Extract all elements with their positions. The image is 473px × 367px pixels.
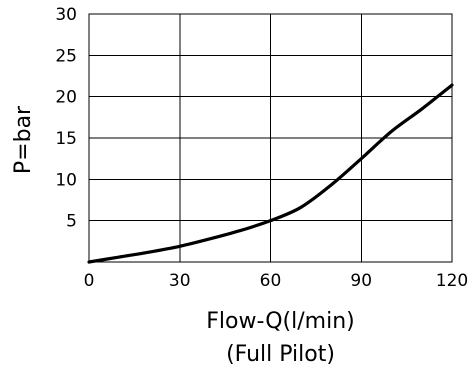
y-tick-labels: 5 10 15 20 25 30: [55, 5, 77, 232]
y-tick-label: 20: [55, 88, 77, 108]
x-tick-label: 60: [260, 271, 282, 291]
y-tick-label: 10: [55, 170, 77, 190]
y-tick-label: 25: [55, 46, 77, 66]
x-axis-label: Flow-Q(l/min): [206, 309, 354, 334]
x-tick-label: 30: [169, 271, 191, 291]
grid: [89, 14, 452, 262]
x-tick-labels: 0 30 60 90 120: [84, 271, 469, 291]
y-tick-label: 15: [55, 129, 77, 149]
x-tick-label: 120: [436, 271, 468, 291]
plot-frame: [88, 13, 453, 263]
y-tick-label: 30: [55, 5, 77, 25]
y-axis-label: P=bar: [11, 105, 36, 174]
y-tick-label: 5: [66, 212, 77, 232]
x-axis-sublabel: (Full Pilot): [226, 342, 335, 367]
x-tick-label: 0: [84, 271, 95, 291]
x-tick-label: 90: [350, 271, 372, 291]
series-line-pressure: [87, 83, 454, 264]
